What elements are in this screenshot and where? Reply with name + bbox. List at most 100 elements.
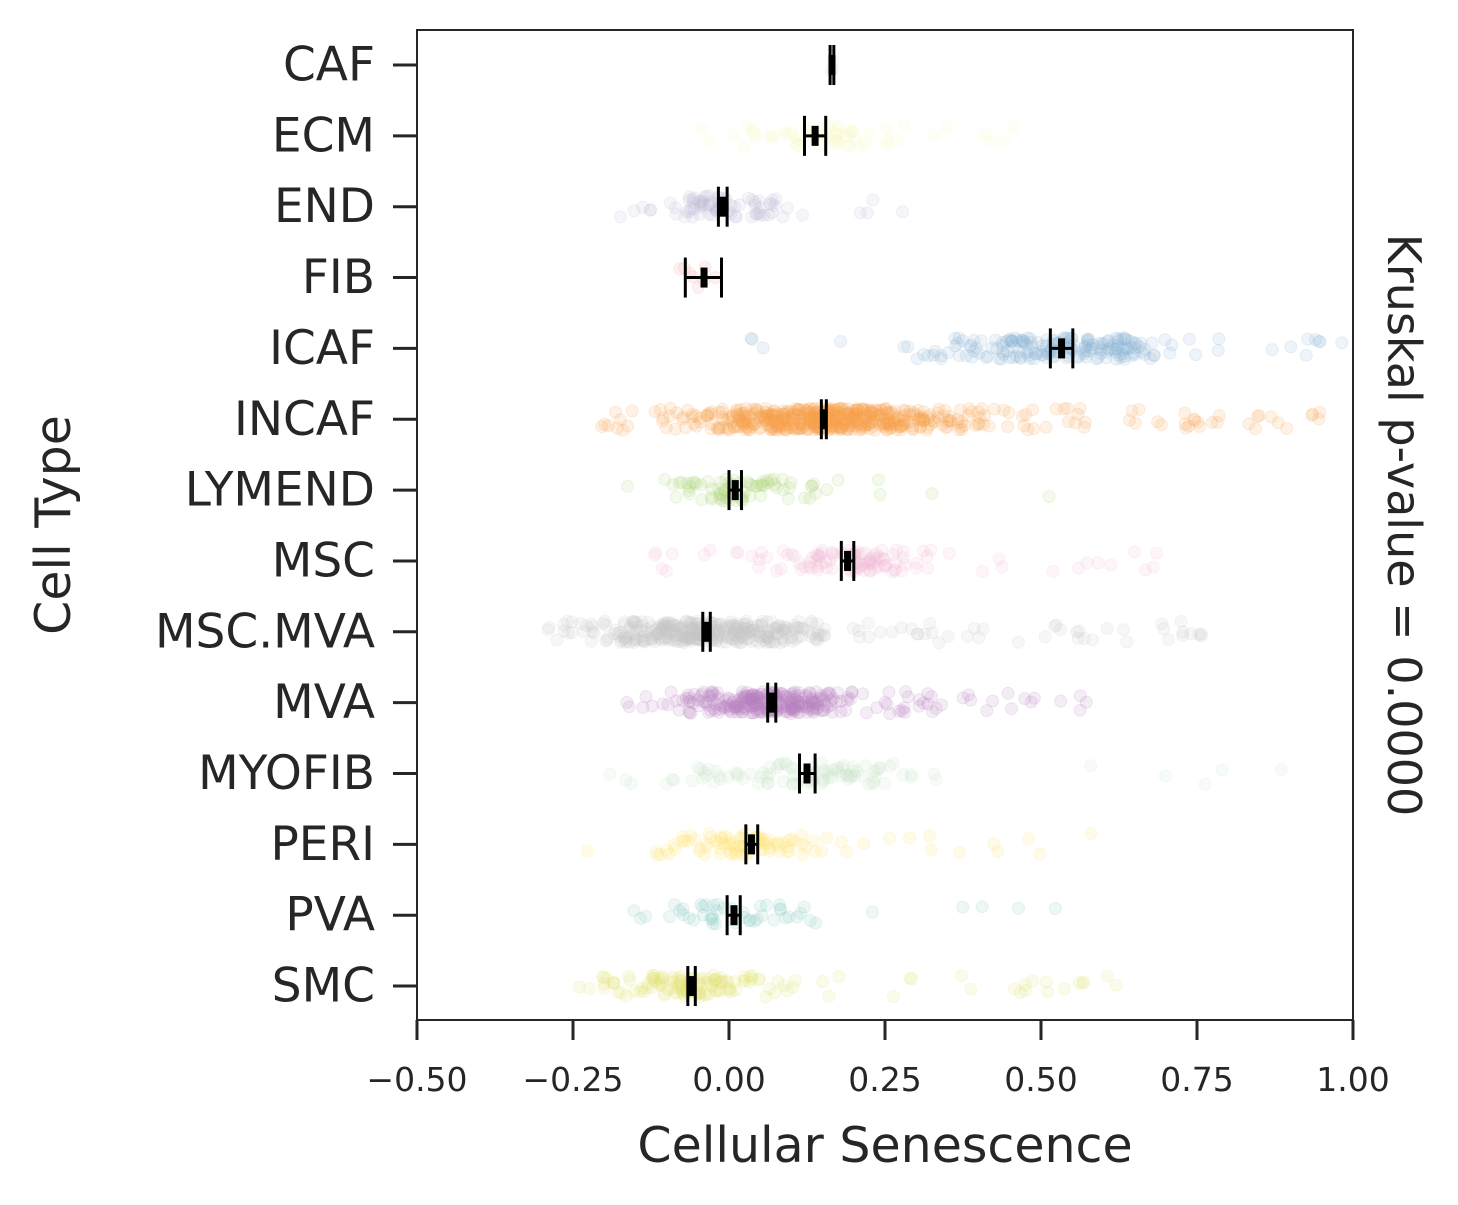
data-point: [733, 403, 747, 417]
data-point: [754, 478, 768, 492]
data-point: [683, 631, 697, 645]
data-point: [765, 197, 779, 211]
data-point: [923, 617, 937, 630]
data-point: [789, 632, 803, 646]
data-point: [995, 560, 1009, 574]
data-point: [629, 632, 643, 646]
data-point: [765, 413, 779, 427]
data-point: [597, 616, 611, 630]
data-point: [1077, 420, 1091, 434]
data-point: [1102, 334, 1115, 348]
data-point: [863, 127, 877, 141]
data-point: [1068, 416, 1082, 430]
data-point: [761, 630, 775, 644]
data-point: [973, 411, 987, 425]
data-point: [969, 419, 983, 432]
data-point: [1016, 333, 1029, 347]
data-point: [972, 631, 986, 645]
data-point: [856, 403, 870, 417]
data-point: [841, 139, 855, 153]
data-point: [736, 622, 750, 636]
data-point: [941, 346, 955, 360]
data-point: [962, 688, 975, 702]
data-point: [837, 407, 851, 421]
data-point: [1034, 345, 1048, 358]
data-point: [1025, 340, 1039, 354]
data-point: [810, 631, 824, 645]
data-point: [934, 352, 948, 366]
data-point: [719, 635, 733, 649]
data-point: [748, 628, 762, 642]
data-point: [873, 409, 887, 423]
data-point: [617, 631, 631, 645]
y-tick-label: END: [274, 179, 375, 234]
data-point: [938, 404, 952, 417]
data-point: [855, 557, 868, 571]
data-point: [859, 136, 873, 150]
data-point: [1004, 334, 1018, 348]
data-point: [804, 401, 818, 415]
data-point: [910, 352, 924, 366]
data-point: [702, 207, 716, 221]
data-point: [797, 418, 811, 432]
data-point: [745, 124, 759, 138]
data-point: [850, 402, 864, 416]
data-point: [891, 412, 905, 426]
data-point: [787, 410, 801, 424]
data-point: [880, 422, 894, 436]
data-point: [687, 196, 701, 210]
data-point: [878, 560, 892, 574]
data-point: [940, 420, 954, 434]
data-point: [880, 122, 894, 136]
data-point: [974, 334, 988, 348]
data-point: [853, 206, 867, 220]
data-point: [1010, 333, 1024, 347]
data-point: [679, 631, 692, 645]
data-point: [791, 620, 804, 634]
data-point: [1110, 342, 1124, 356]
data-point: [813, 549, 827, 563]
data-point: [976, 564, 989, 578]
data-point: [669, 490, 683, 504]
data-point: [1101, 335, 1115, 348]
data-point: [733, 198, 747, 212]
data-point: [828, 406, 842, 420]
data-point: [1002, 406, 1016, 420]
data-point: [811, 626, 825, 640]
data-point: [1031, 335, 1045, 349]
data-point: [846, 407, 860, 421]
data-point: [697, 197, 711, 210]
data-point: [672, 476, 686, 490]
data-point: [749, 207, 763, 221]
data-point: [939, 120, 953, 134]
data-point: [1090, 352, 1103, 366]
data-point: [661, 615, 675, 629]
data-point: [823, 687, 837, 701]
data-point: [679, 421, 693, 434]
data-point: [969, 341, 983, 355]
data-point: [810, 548, 823, 561]
data-point: [869, 414, 883, 428]
data-point: [883, 759, 897, 773]
data-point: [752, 194, 766, 208]
data-point: [858, 415, 872, 429]
data-point: [924, 843, 938, 857]
data-point: [870, 551, 884, 565]
data-point: [774, 631, 788, 645]
data-point: [951, 416, 965, 430]
mean-marker: [688, 976, 696, 997]
data-point: [763, 419, 776, 433]
data-point: [754, 208, 768, 222]
data-point: [920, 423, 934, 437]
data-point: [674, 634, 688, 648]
data-point: [1125, 404, 1139, 418]
data-point: [1081, 332, 1094, 346]
data-point: [621, 479, 634, 493]
data-point: [801, 422, 815, 436]
data-point: [696, 194, 710, 208]
data-point: [883, 419, 897, 433]
data-point: [1013, 350, 1027, 364]
data-point: [863, 409, 877, 423]
data-point: [1163, 346, 1177, 360]
data-point: [686, 410, 699, 424]
